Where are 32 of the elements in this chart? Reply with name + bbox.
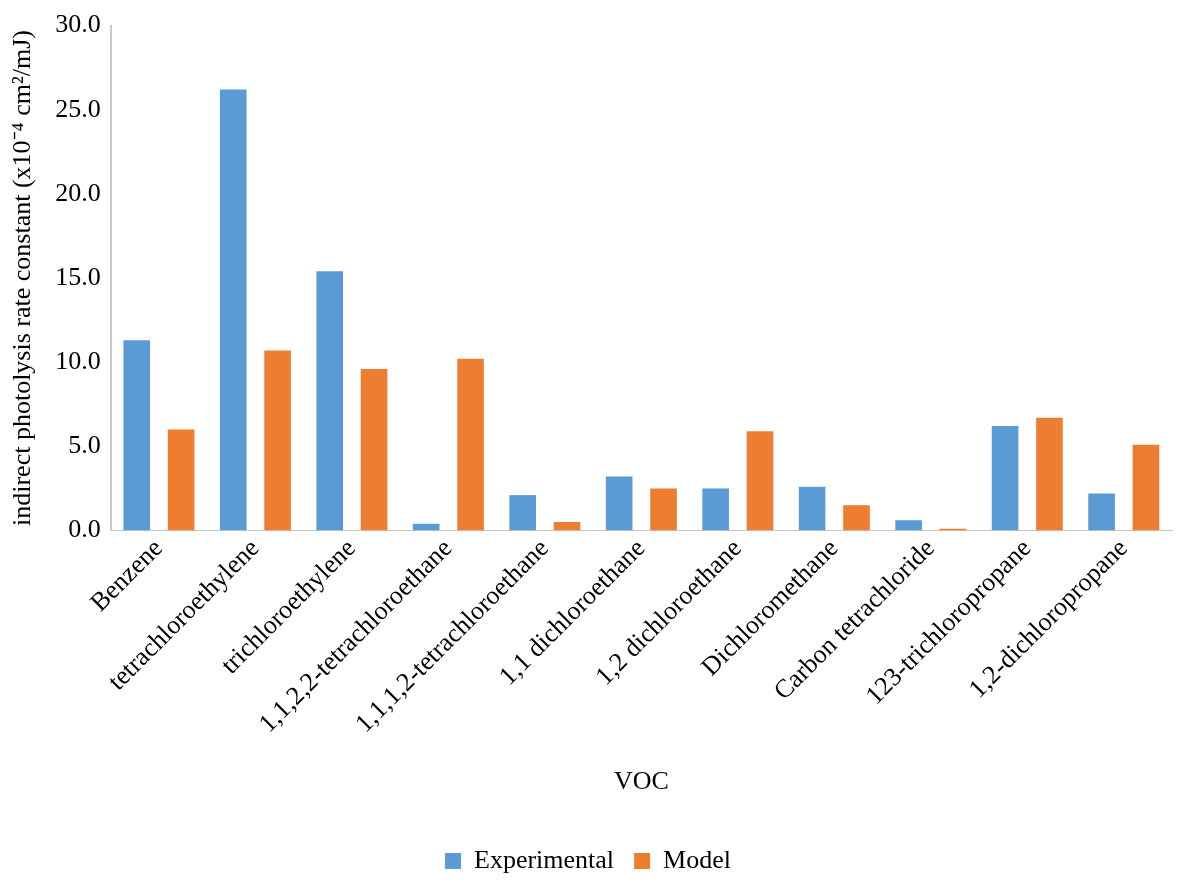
bar	[895, 520, 922, 531]
bar	[798, 486, 826, 531]
bar	[412, 523, 440, 531]
bar	[123, 340, 151, 531]
bar	[650, 488, 677, 531]
legend-label: Experimental	[474, 844, 615, 874]
y-tick-label: 5.0	[68, 430, 101, 460]
bar	[219, 89, 247, 531]
legend-label: Model	[663, 844, 731, 874]
y-tick-label: 15.0	[55, 261, 101, 291]
bar	[509, 495, 536, 531]
y-tick-label: 25.0	[55, 93, 101, 123]
bar	[746, 431, 774, 531]
y-tick-label: 20.0	[55, 177, 101, 207]
x-axis-title: VOC	[613, 766, 669, 796]
y-tick-label: 0.0	[68, 514, 101, 544]
bar	[457, 358, 484, 531]
y-tick-label: 30.0	[55, 9, 101, 39]
bar	[991, 426, 1019, 531]
bar	[316, 271, 344, 531]
bar	[1088, 493, 1115, 531]
bar	[605, 476, 633, 531]
bar	[702, 488, 729, 531]
bar	[843, 505, 870, 531]
y-tick-label: 10.0	[55, 346, 101, 375]
bar	[1132, 444, 1160, 531]
y-axis-title: indirect photolysis rate constant (x10⁻⁴ cm²/mJ)	[7, 30, 37, 526]
bar	[553, 522, 581, 531]
bar	[1036, 417, 1063, 531]
bar	[167, 429, 195, 531]
bar	[360, 368, 388, 531]
bar	[264, 350, 291, 531]
